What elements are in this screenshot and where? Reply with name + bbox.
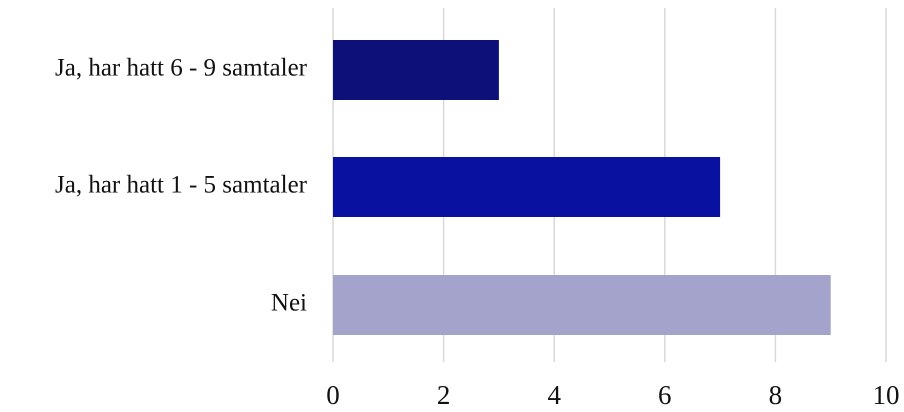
bars [333, 40, 831, 335]
x-tick-label: 2 [437, 380, 451, 410]
x-tick-label: 10 [873, 380, 900, 410]
x-axis-ticks: 0 2 4 6 8 10 [326, 380, 899, 410]
category-label: Ja, har hatt 6 - 9 samtaler [55, 55, 308, 82]
category-labels: Ja, har hatt 6 - 9 samtaler Ja, har hatt … [55, 55, 308, 317]
category-label: Ja, har hatt 1 - 5 samtaler [55, 172, 308, 199]
x-tick-label: 6 [658, 380, 672, 410]
x-tick-label: 4 [547, 380, 561, 410]
x-tick-label: 0 [326, 380, 340, 410]
bar [333, 275, 831, 335]
bar [333, 157, 721, 217]
bar [333, 40, 499, 100]
x-tick-label: 8 [769, 380, 783, 410]
category-label: Nei [271, 290, 307, 317]
